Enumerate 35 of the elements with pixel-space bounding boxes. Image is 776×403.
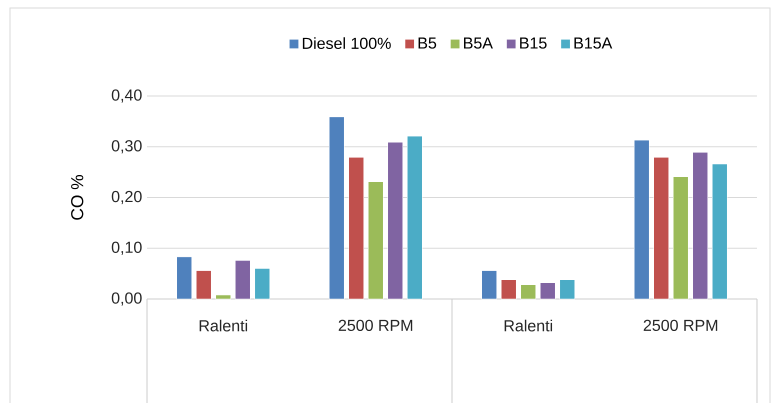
x-tick-label: 2500 RPM [338, 320, 412, 332]
legend-label: B15A [574, 38, 612, 49]
bar [387, 142, 404, 300]
bar [348, 157, 364, 300]
bar [634, 140, 650, 300]
bar [215, 294, 232, 300]
y-tick-label: 0,30 [112, 140, 142, 154]
bar [234, 260, 251, 300]
legend-label: B5A [464, 38, 493, 49]
bar [406, 136, 423, 300]
legend-label: B5 [418, 38, 436, 49]
bar [500, 279, 517, 300]
x-tick-label: Ralenti [504, 320, 552, 332]
bar [254, 268, 270, 300]
x-tick-label: Ralenti [200, 320, 248, 332]
legend-label: Diesel 100% [302, 37, 391, 49]
x-tick-label: 2500 RPM [644, 320, 718, 332]
y-tick-label: 0,40 [112, 89, 142, 103]
bar [712, 164, 728, 300]
y-axis-title: CO % [71, 175, 84, 220]
legend-label: B15 [520, 38, 547, 49]
bar [540, 282, 556, 300]
bar [520, 284, 536, 300]
bar [692, 152, 708, 300]
y-tick-label: 0,10 [112, 242, 142, 255]
bar [176, 256, 192, 300]
bar [368, 181, 384, 300]
bar [196, 270, 212, 300]
bar [328, 116, 345, 300]
bar [481, 270, 497, 300]
y-tick-label: 0,20 [112, 190, 142, 204]
bar [559, 279, 576, 300]
bar [672, 176, 689, 300]
bar [653, 157, 669, 300]
y-tick-label: 0,00 [112, 292, 142, 306]
